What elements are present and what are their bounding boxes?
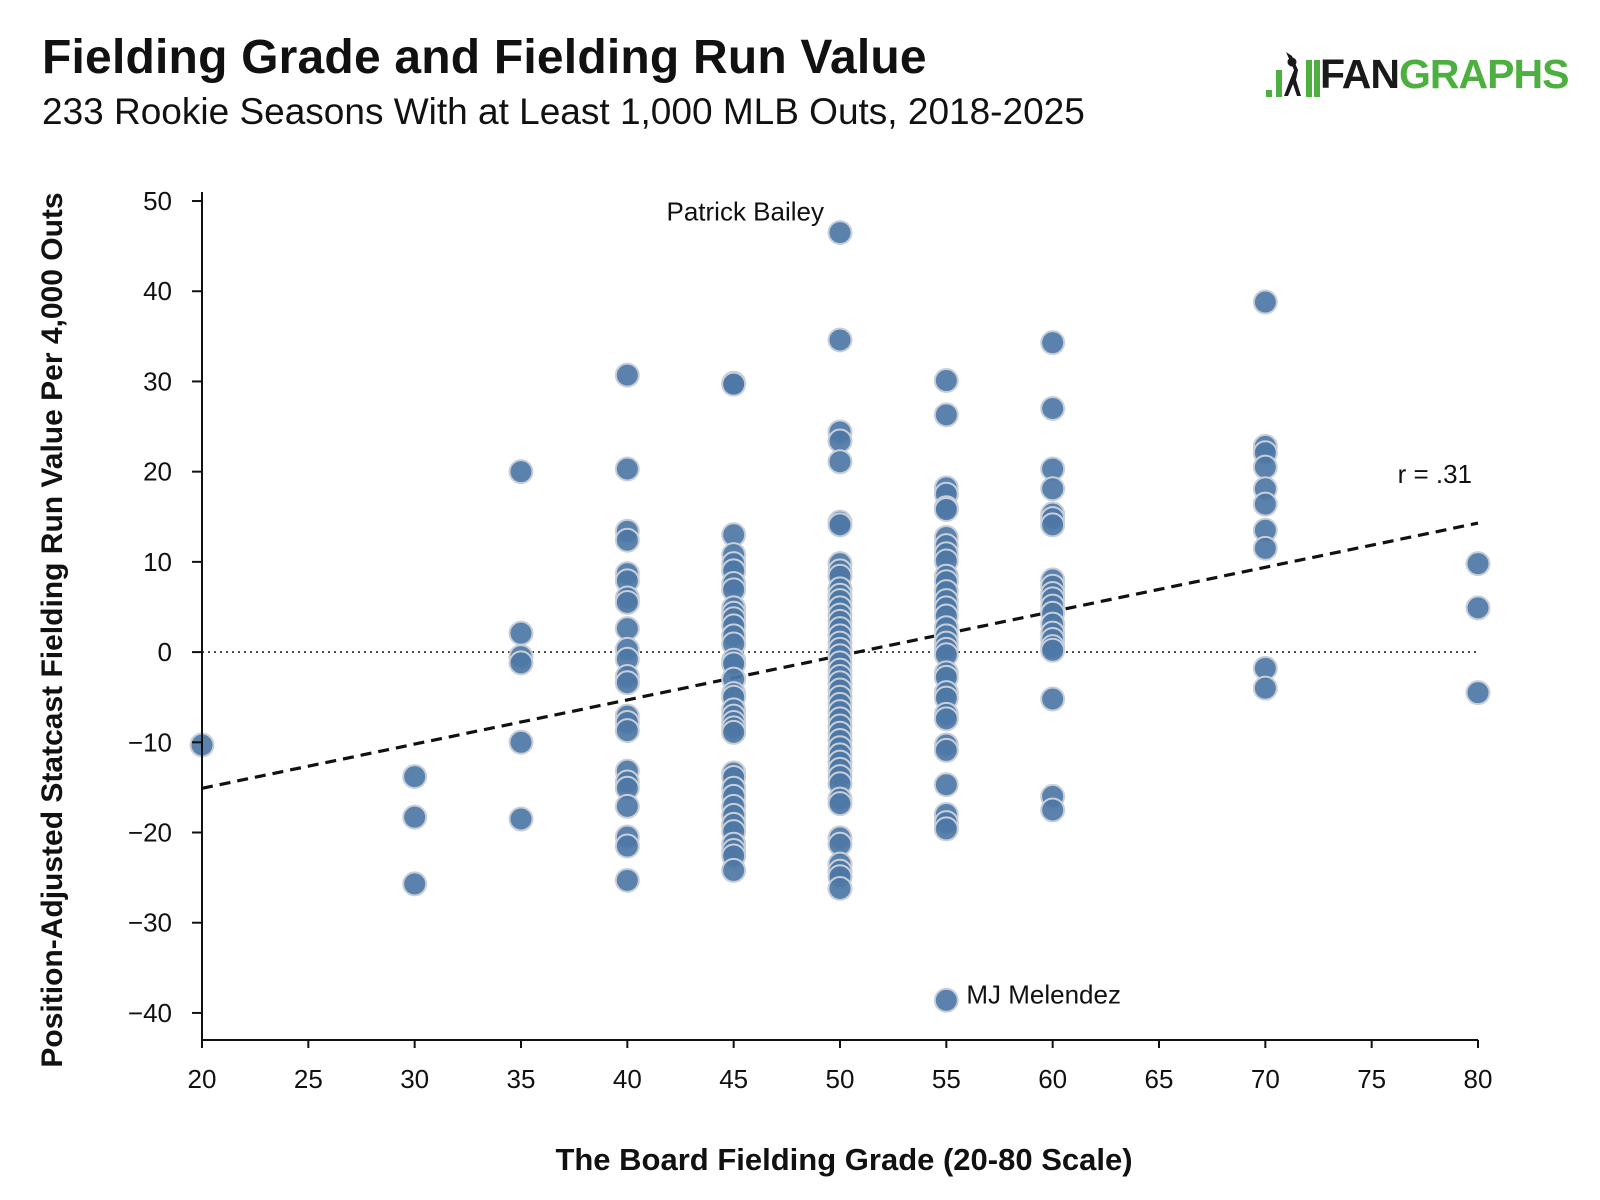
data-point [933, 402, 959, 428]
data-point [402, 764, 428, 790]
data-point [933, 816, 959, 842]
logo-fan-text: FAN [1320, 50, 1400, 97]
data-point [402, 804, 428, 830]
chart-title: Fielding Grade and Fielding Run Value [42, 31, 927, 84]
data-point [1040, 330, 1066, 356]
x-tick-label: 25 [294, 1064, 323, 1094]
x-tick-label: 45 [719, 1064, 748, 1094]
data-point [508, 459, 534, 485]
data-point [508, 620, 534, 646]
y-tick-label: 20 [143, 457, 172, 487]
labels-layer: The Board Fielding Grade (20-80 Scale) Po… [36, 192, 1472, 1177]
logo-graphs-text: GRAPHS [1399, 50, 1569, 97]
data-point [614, 670, 640, 696]
data-point [827, 220, 853, 246]
data-point [1252, 675, 1278, 701]
data-point [614, 616, 640, 642]
data-point [1465, 680, 1491, 706]
data-point [933, 706, 959, 732]
correlation-label: r = .31 [1398, 459, 1472, 489]
y-axis-label: Position-Adjusted Statcast Fielding Run … [36, 192, 69, 1067]
annotation-patrick-bailey: Patrick Bailey [667, 197, 825, 227]
data-point [614, 718, 640, 744]
data-point [721, 857, 747, 883]
x-tick-label: 30 [400, 1064, 429, 1094]
data-point [1040, 637, 1066, 663]
y-tick-label: 30 [143, 366, 172, 396]
data-point [933, 368, 959, 394]
data-point [827, 512, 853, 538]
x-tick-label: 35 [507, 1064, 536, 1094]
x-tick-label: 65 [1145, 1064, 1174, 1094]
y-tick-label: 0 [158, 637, 172, 667]
logo-wordmark: FANGRAPHS [1320, 50, 1569, 98]
data-point [1040, 686, 1066, 712]
data-point [827, 449, 853, 475]
data-point [827, 875, 853, 901]
data-point [508, 806, 534, 832]
data-point [614, 867, 640, 893]
batter-icon [1266, 52, 1320, 97]
data-point [614, 362, 640, 388]
data-point [1465, 551, 1491, 577]
data-point [933, 497, 959, 523]
data-point [1040, 476, 1066, 502]
data-point [614, 793, 640, 819]
data-point [614, 456, 640, 482]
data-point [614, 527, 640, 553]
data-point [614, 833, 640, 859]
data-point [721, 719, 747, 745]
x-tick-label: 55 [932, 1064, 961, 1094]
data-point [827, 428, 853, 454]
fangraphs-logo[interactable]: FANGRAPHS [1262, 50, 1569, 98]
data-point [402, 871, 428, 897]
data-point [933, 987, 959, 1013]
data-point [1465, 595, 1491, 621]
y-tick-label: −20 [128, 818, 172, 848]
y-tick-label: 40 [143, 276, 172, 306]
data-point [614, 589, 640, 615]
data-point [933, 737, 959, 763]
data-point [508, 650, 534, 676]
x-tick-label: 75 [1357, 1064, 1386, 1094]
data-point [508, 729, 534, 755]
data-point [827, 791, 853, 817]
axes-layer: 20 25 30 35 40 45 50 55 60 65 70 75 80 50 40 30 20 10 0 −10… [128, 186, 1493, 1094]
y-tick-label: 50 [143, 186, 172, 216]
data-point [827, 327, 853, 353]
data-point [1040, 396, 1066, 422]
x-tick-label: 80 [1464, 1064, 1493, 1094]
y-tick-label: −30 [128, 908, 172, 938]
data-point [1040, 797, 1066, 823]
x-tick-label: 50 [826, 1064, 855, 1094]
x-tick-label: 60 [1038, 1064, 1067, 1094]
data-point [1252, 454, 1278, 480]
x-axis-label: The Board Fielding Grade (20-80 Scale) [555, 1142, 1132, 1177]
y-tick-label: −40 [128, 998, 172, 1028]
data-point [1252, 535, 1278, 561]
points-layer [189, 220, 1491, 1013]
data-point [1040, 512, 1066, 538]
data-point [1252, 289, 1278, 315]
x-tick-label: 20 [188, 1064, 217, 1094]
y-tick-label: 10 [143, 547, 172, 577]
x-tick-label: 70 [1251, 1064, 1280, 1094]
data-point [1252, 491, 1278, 517]
chart-subtitle: 233 Rookie Seasons With at Least 1,000 M… [42, 91, 1085, 132]
data-point [721, 371, 747, 397]
annotation-mj-melendez: MJ Melendez [966, 979, 1121, 1009]
y-tick-label: −10 [128, 727, 172, 757]
data-point [933, 772, 959, 798]
x-tick-label: 40 [613, 1064, 642, 1094]
